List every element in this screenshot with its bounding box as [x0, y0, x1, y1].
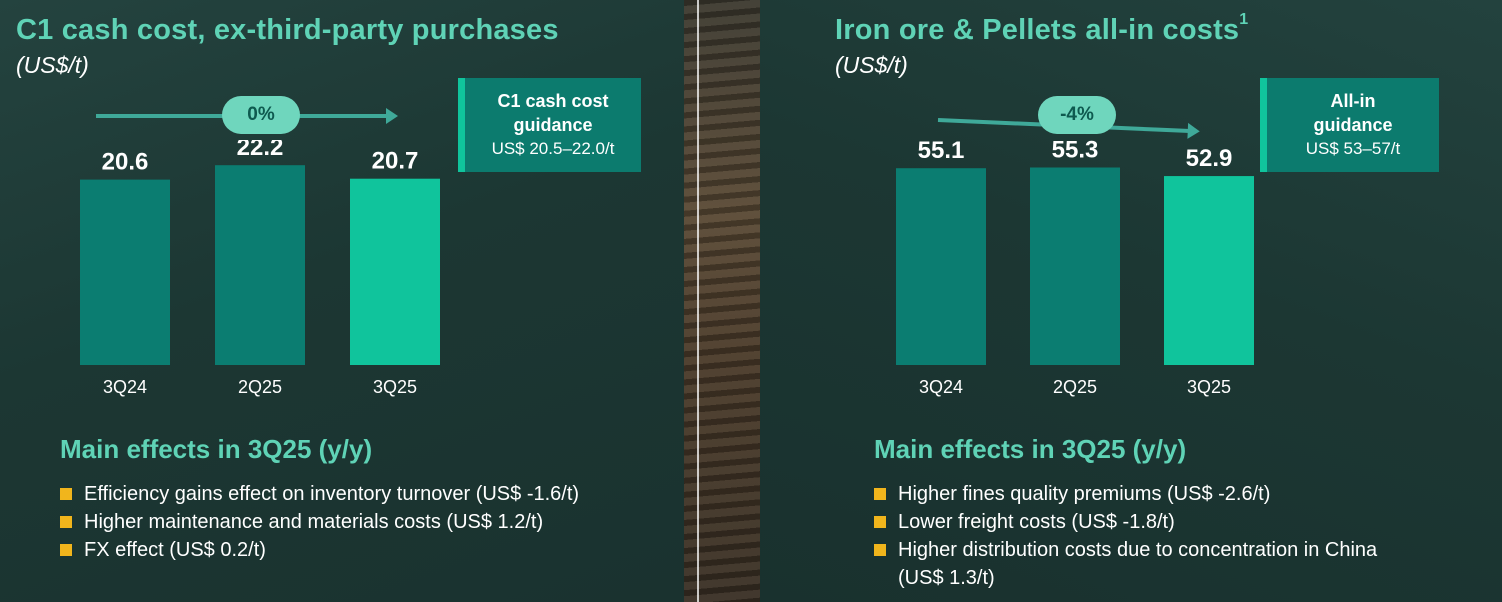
left-bar-2Q25	[215, 165, 305, 365]
right-category-label: 3Q24	[919, 377, 963, 397]
right-chart-title-footnote: 1	[1239, 11, 1249, 29]
right-effect-item: Higher distribution costs due to concent…	[874, 536, 1394, 592]
left-bar-value-label: 22.2	[237, 140, 284, 161]
left-bar-chart: 20.6 3Q24 22.2 2Q25 20.7 3Q25	[80, 140, 440, 397]
right-guidance-title: All-in guidance	[1313, 91, 1393, 135]
left-bar-value-label: 20.7	[372, 148, 419, 175]
left-effects-title: Main effects in 3Q25 (y/y)	[60, 434, 373, 464]
right-effects-list: Higher fines quality premiums (US$ -2.6/…	[874, 480, 1394, 592]
right-bar-value-label: 55.1	[918, 140, 965, 164]
left-category-label: 3Q25	[373, 377, 417, 397]
left-bar-3Q24	[80, 179, 170, 365]
right-guidance-box: All-in guidance US$ 53–57/t	[1260, 78, 1439, 172]
right-bar-3Q24	[896, 168, 986, 365]
divider-line	[697, 0, 699, 602]
left-guidance-box: C1 cash cost guidance US$ 20.5–22.0/t	[458, 78, 641, 172]
right-bar-value-label: 55.3	[1052, 140, 1099, 164]
right-bar-2Q25	[1030, 167, 1120, 365]
right-effect-item: Higher fines quality premiums (US$ -2.6/…	[874, 480, 1394, 508]
right-panel: Iron ore & Pellets all-in costs1 (US$/t)…	[760, 0, 1502, 602]
right-effect-item: Lower freight costs (US$ -1.8/t)	[874, 508, 1394, 536]
left-effect-item: Higher maintenance and materials costs (…	[60, 508, 620, 536]
left-bar-3Q25	[350, 178, 440, 365]
right-effects-title: Main effects in 3Q25 (y/y)	[874, 434, 1187, 464]
right-trend-badge: -4%	[1038, 96, 1116, 134]
mine-photo-strip	[684, 0, 760, 602]
right-guidance-range: US$ 53–57/t	[1305, 139, 1401, 158]
right-category-label: 2Q25	[1053, 377, 1097, 397]
left-chart-title: C1 cash cost, ex-third-party purchases	[16, 14, 559, 46]
right-bar-value-label: 52.9	[1186, 145, 1233, 172]
right-chart-title: Iron ore & Pellets all-in costs1	[835, 11, 1249, 47]
right-bar-3Q25	[1164, 176, 1254, 365]
right-category-label: 3Q25	[1187, 377, 1231, 397]
left-category-label: 2Q25	[238, 377, 282, 397]
left-effects-list: Efficiency gains effect on inventory tur…	[60, 480, 620, 564]
left-panel: C1 cash cost, ex-third-party purchases (…	[0, 0, 684, 602]
left-category-label: 3Q24	[103, 377, 147, 397]
right-chart-title-text: Iron ore & Pellets all-in costs	[835, 14, 1240, 46]
right-chart-subtitle: (US$/t)	[835, 52, 908, 78]
right-bar-chart: 55.1 3Q24 55.3 2Q25 52.9 3Q25	[896, 140, 1254, 397]
left-bar-value-label: 20.6	[102, 149, 149, 176]
left-guidance-title: C1 cash cost guidance	[497, 91, 609, 135]
left-chart-subtitle: (US$/t)	[16, 52, 89, 78]
left-guidance-range: US$ 20.5–22.0/t	[491, 139, 615, 158]
left-effect-item: FX effect (US$ 0.2/t)	[60, 536, 620, 564]
left-effect-item: Efficiency gains effect on inventory tur…	[60, 480, 620, 508]
left-trend-badge: 0%	[222, 96, 300, 134]
